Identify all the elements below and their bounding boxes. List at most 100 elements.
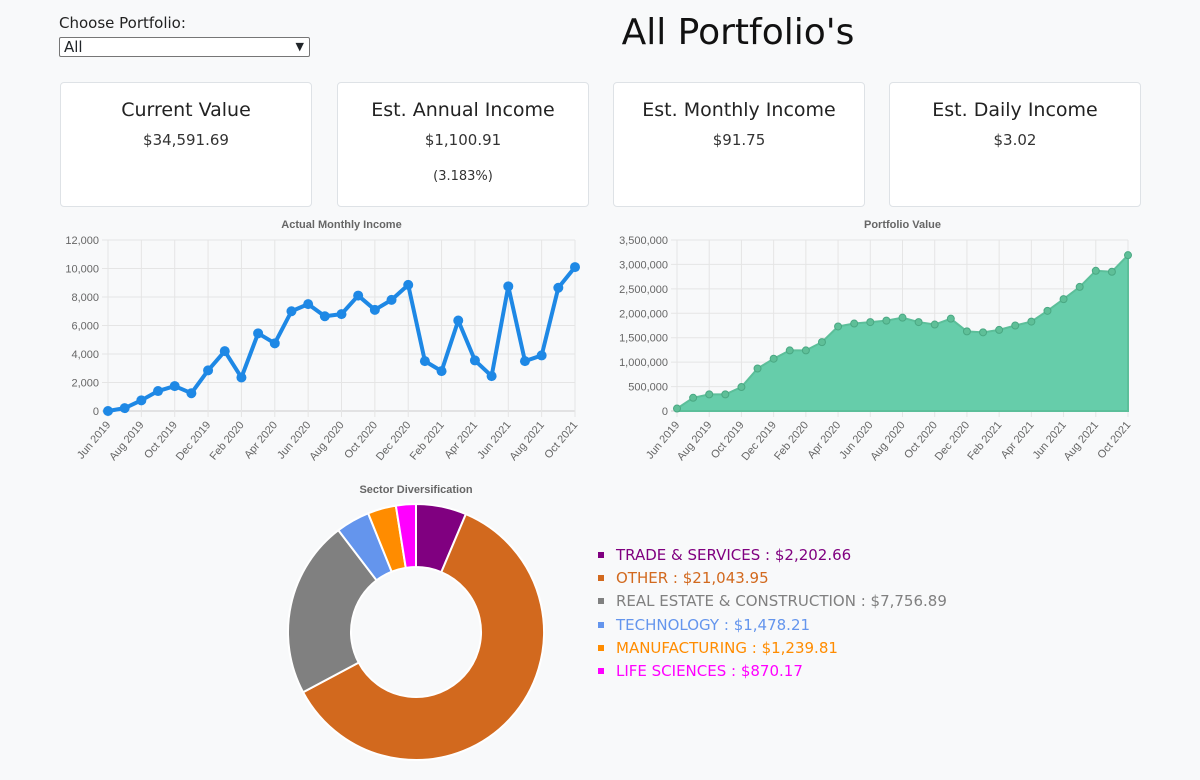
data-point bbox=[995, 325, 1004, 334]
sector-donut-chart: Sector Diversification bbox=[287, 484, 545, 761]
data-point bbox=[303, 299, 314, 310]
data-point bbox=[186, 388, 197, 399]
data-point bbox=[801, 346, 810, 355]
data-point bbox=[219, 346, 230, 357]
x-tick-label: Oct 2021 bbox=[542, 419, 580, 461]
legend-item[interactable]: TECHNOLOGY : $1,478.21 bbox=[598, 613, 947, 636]
y-tick-label: 1,500,000 bbox=[619, 333, 668, 345]
data-point bbox=[319, 311, 330, 322]
data-point bbox=[103, 406, 113, 416]
legend-item[interactable]: OTHER : $21,043.95 bbox=[598, 566, 947, 589]
x-tick-label: Feb 2020 bbox=[772, 419, 811, 462]
data-point bbox=[336, 309, 347, 320]
legend-separator: : bbox=[855, 592, 871, 611]
legend-value: $870.17 bbox=[740, 662, 803, 681]
legend-value: $1,478.21 bbox=[733, 615, 811, 634]
data-point bbox=[553, 282, 564, 293]
data-point bbox=[769, 354, 778, 363]
x-tick-label: Apr 2021 bbox=[442, 419, 480, 461]
y-tick-label: 0 bbox=[93, 406, 99, 418]
chart-title: Sector Diversification bbox=[359, 484, 472, 496]
donut-slice bbox=[287, 528, 378, 694]
legend-swatch-icon bbox=[598, 644, 604, 651]
card-title: Est. Monthly Income bbox=[642, 99, 836, 121]
data-point bbox=[236, 372, 247, 383]
data-point bbox=[136, 395, 147, 406]
chevron-down-icon: ▼ bbox=[295, 40, 304, 53]
donut-slice bbox=[394, 502, 417, 569]
y-tick-label: 3,500,000 bbox=[619, 235, 668, 247]
portfolio-select[interactable]: All ▼ bbox=[59, 37, 310, 57]
data-point bbox=[469, 355, 480, 366]
data-point bbox=[898, 313, 907, 322]
x-tick-label: Aug 2019 bbox=[107, 419, 146, 463]
legend-name: LIFE SCIENCES bbox=[616, 662, 727, 681]
card-value: $91.75 bbox=[712, 131, 766, 149]
legend-name: REAL ESTATE & CONSTRUCTION bbox=[616, 592, 856, 611]
data-point bbox=[979, 328, 988, 337]
legend-separator: : bbox=[719, 615, 734, 634]
legend-swatch-icon bbox=[598, 668, 604, 675]
data-point bbox=[1075, 282, 1084, 291]
legend-name: TRADE & SERVICES bbox=[616, 545, 761, 564]
data-point bbox=[503, 281, 514, 292]
portfolio-select-value: All bbox=[64, 38, 83, 56]
x-tick-label: Dec 2019 bbox=[174, 419, 213, 463]
legend-separator: : bbox=[668, 568, 683, 587]
data-point bbox=[286, 306, 297, 317]
legend-swatch-icon bbox=[598, 574, 604, 581]
data-point bbox=[386, 294, 397, 305]
x-tick-label: Feb 2020 bbox=[208, 419, 247, 462]
card-title: Est. Annual Income bbox=[371, 99, 555, 121]
y-tick-label: 2,000,000 bbox=[619, 308, 668, 320]
donut-slice bbox=[301, 512, 545, 761]
portfolio-select-label: Choose Portfolio: bbox=[59, 14, 186, 32]
data-point bbox=[785, 346, 794, 355]
y-tick-label: 500,000 bbox=[628, 382, 668, 394]
data-point bbox=[119, 403, 130, 414]
legend-item[interactable]: MANUFACTURING : $1,239.81 bbox=[598, 636, 947, 659]
page-title: All Portfolio's bbox=[621, 12, 855, 53]
x-tick-label: Apr 2020 bbox=[242, 419, 280, 461]
y-tick-label: 12,000 bbox=[65, 235, 99, 247]
data-point bbox=[253, 328, 264, 339]
chart-title: Actual Monthly Income bbox=[281, 219, 401, 231]
data-point bbox=[570, 262, 580, 273]
data-point bbox=[369, 304, 380, 315]
y-tick-label: 3,000,000 bbox=[619, 259, 668, 271]
data-point bbox=[419, 356, 430, 367]
legend-swatch-icon bbox=[598, 551, 604, 558]
x-tick-label: Feb 2021 bbox=[408, 419, 447, 462]
legend-separator: : bbox=[746, 638, 762, 657]
x-tick-label: Aug 2020 bbox=[868, 419, 907, 463]
data-point bbox=[721, 390, 730, 399]
y-tick-label: 6,000 bbox=[71, 321, 99, 333]
portfolio-value-chart: Portfolio Value 0 500,000 1,000,000 1,500,00… bbox=[619, 219, 1133, 463]
data-point bbox=[269, 338, 280, 349]
legend-item[interactable]: REAL ESTATE & CONSTRUCTION : $7,756.89 bbox=[598, 590, 947, 613]
data-point bbox=[1043, 306, 1052, 315]
monthly-income-chart: Actual Monthly Income 0 2,000 4,000 6,000 8,0… bbox=[65, 219, 580, 463]
card-yield: (3.183%) bbox=[433, 169, 493, 184]
legend-separator: : bbox=[726, 662, 741, 681]
x-tick-label: Aug 2019 bbox=[675, 419, 714, 463]
x-tick-label: Oct 2021 bbox=[1095, 419, 1133, 461]
x-tick-label: Dec 2020 bbox=[374, 419, 413, 463]
card-monthly-income: Est. Monthly Income $91.75 bbox=[613, 82, 865, 207]
data-point bbox=[203, 365, 214, 376]
y-tick-label: 2,500,000 bbox=[619, 284, 668, 296]
legend-item[interactable]: TRADE & SERVICES : $2,202.66 bbox=[598, 543, 947, 566]
card-value: $3.02 bbox=[993, 131, 1037, 149]
x-tick-label: Aug 2021 bbox=[507, 419, 546, 463]
legend-name: TECHNOLOGY bbox=[616, 615, 720, 634]
x-tick-label: Feb 2021 bbox=[965, 419, 1004, 462]
y-tick-label: 2,000 bbox=[71, 378, 99, 390]
data-point bbox=[850, 319, 859, 328]
data-point bbox=[882, 316, 891, 325]
data-point bbox=[1091, 266, 1100, 275]
data-point bbox=[705, 390, 714, 399]
card-value: $34,591.69 bbox=[143, 131, 229, 149]
y-tick-label: 10,000 bbox=[65, 264, 99, 276]
x-tick-label: Aug 2021 bbox=[1062, 419, 1101, 463]
legend-item[interactable]: LIFE SCIENCES : $870.17 bbox=[598, 659, 947, 682]
